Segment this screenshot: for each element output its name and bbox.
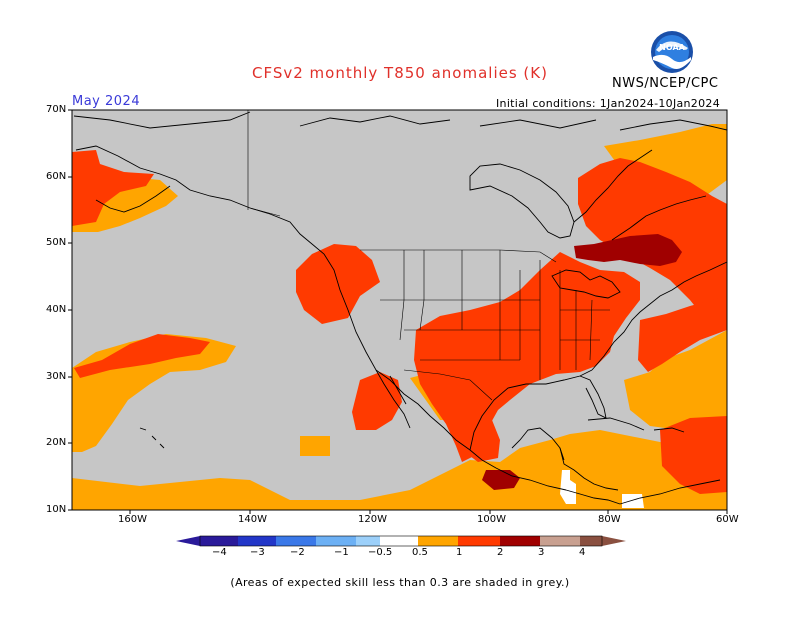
colorbar-label: −1 [334,547,349,558]
noaa-logo-icon: NOAA [651,31,693,73]
lat-label: 30N [46,371,67,382]
colorbar-label: 4 [579,547,586,558]
lat-label: 50N [46,237,67,248]
forecast-month: May 2024 [72,94,141,109]
initial-conditions: Initial conditions: 1Jan2024-10Jan2024 [496,97,720,110]
agency-label: NWS/NCEP/CPC [612,76,719,91]
lon-label: 60W [716,514,739,525]
lat-label: 10N [46,504,67,515]
map-title: CFSv2 monthly T850 anomalies (K) [252,64,548,82]
colorbar-label: 1 [456,547,463,558]
lon-label: 100W [477,514,506,525]
political-borders [247,110,610,401]
lat-label: 60N [46,171,67,182]
lon-label: 160W [118,514,147,525]
colorbar-label: −4 [212,547,227,558]
colorbar [176,535,626,547]
lon-label: 80W [598,514,621,525]
lat-label: 40N [46,304,67,315]
lat-label: 20N [46,437,67,448]
unshaded-area [560,470,644,508]
colorbar-label: 0.5 [412,547,428,558]
colorbar-label: 3 [538,547,545,558]
lon-label: 120W [358,514,387,525]
colorbar-label: 2 [497,547,504,558]
axis-ticks [68,109,728,514]
coastlines [73,111,728,505]
svg-text:NOAA: NOAA [659,43,685,52]
colorbar-label: −3 [250,547,265,558]
lon-label: 140W [238,514,267,525]
lat-label: 70N [46,104,67,115]
skill-footnote: (Areas of expected skill less than 0.3 a… [230,576,570,589]
colorbar-label: −0.5 [368,547,393,558]
colorbar-label: −2 [290,547,305,558]
